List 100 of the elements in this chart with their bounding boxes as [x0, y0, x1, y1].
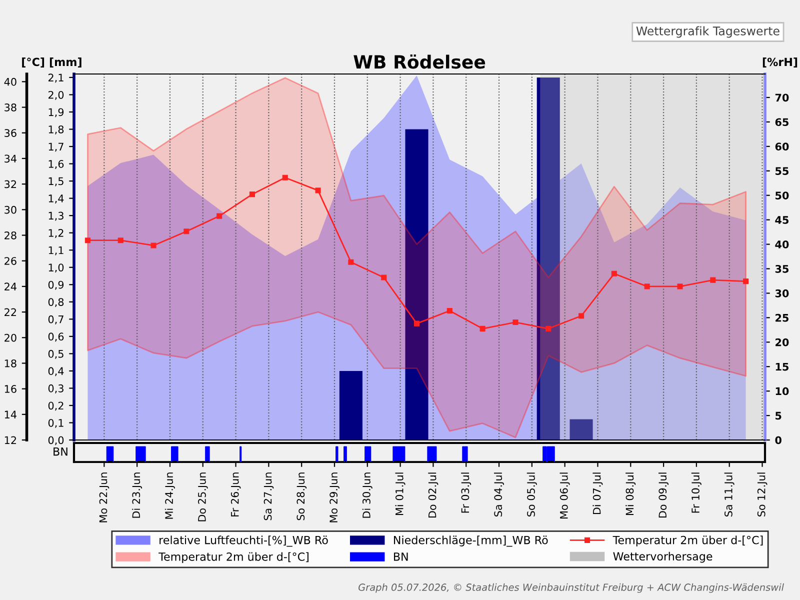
y2-tick-label: 0,8 [48, 298, 64, 308]
y2-tick-label: 1,8 [48, 125, 64, 134]
y3-tick-label: 45 [775, 216, 788, 224]
y2-tick-label: 2,1 [48, 74, 64, 83]
x-tick-label: Do 09.Jul [658, 472, 669, 518]
point [348, 259, 354, 265]
legend-label: relative Luftfeuchti-[%]_WB Rö [160, 536, 328, 547]
y3-tick-label: 60 [775, 142, 789, 151]
x-tick-label: Fr 10.Jul [691, 472, 702, 513]
y2-tick-label: 0,6 [48, 332, 64, 342]
y-tick-label: 16 [4, 385, 16, 393]
x-tick-label: Do 25.Jun [198, 472, 208, 522]
point [480, 326, 486, 332]
y2-tick-label: 1,6 [48, 160, 64, 169]
y3-tick-label: 40 [775, 240, 789, 248]
y2-tick-label: 0,7 [48, 315, 64, 324]
y-tick-label: 12 [4, 436, 16, 444]
y2-tick-label: 1,5 [48, 177, 64, 186]
y-axis-title: [°C] [22, 58, 44, 68]
y2-tick-label: 2,0 [48, 90, 64, 100]
y3-axis-title: [%rH] [762, 58, 798, 68]
y3-tick-label: 15 [776, 362, 788, 371]
y2-tick-label: 0,3 [48, 384, 64, 394]
y-tick-label: 14 [4, 410, 16, 418]
x-tick-label: Di 30.Jun [362, 472, 372, 518]
y2-tick-label: 0,4 [48, 367, 64, 376]
x-tick-label: Mo 22.Jun [99, 472, 110, 522]
x-tick-label: So 12.Jul [757, 472, 768, 516]
x-tick-label: Mo 06.Jul [560, 472, 570, 519]
point [446, 308, 452, 314]
y2-tick-label: 0,1 [48, 418, 64, 428]
x-tick-label: So 28.Jun [296, 472, 307, 520]
y2-tick-label: 0,5 [48, 350, 64, 359]
y-tick-label: 26 [4, 257, 16, 265]
y3-tick-label: 65 [775, 118, 788, 126]
x-tick-label: Mo 29.Jun [330, 472, 340, 522]
chart-subtitle: Wettergrafik Tageswerte [636, 26, 780, 38]
x-tick-label: Sa 11.Jul [724, 472, 734, 516]
x-tick-label: Fr 26.Jun [230, 472, 241, 516]
y3-tick-label: 55 [776, 167, 788, 175]
y2-tick-label: 0,9 [48, 280, 64, 290]
x-tick-label: Di 07.Jul [592, 472, 603, 514]
point [414, 320, 420, 326]
y3-tick-label: 0 [775, 436, 782, 444]
y-tick-label: 38 [4, 104, 16, 112]
y3-tick-label: 20 [776, 338, 789, 346]
point [249, 192, 256, 198]
point [84, 238, 90, 244]
legend-label: BN [394, 552, 408, 561]
y-tick-label: 20 [4, 334, 16, 342]
point [578, 313, 584, 319]
y-tick-label: 40 [4, 78, 16, 86]
y2-tick-label: 1,7 [48, 142, 64, 152]
bar [339, 370, 362, 440]
y2-tick-label: 1,9 [48, 108, 64, 118]
y3-tick-label: 5 [776, 412, 782, 420]
x-tick-label: Sa 04.Jul [494, 472, 504, 516]
y-axis-title: BN [54, 447, 68, 456]
point [677, 284, 683, 290]
y2-tick-label: 1,3 [48, 212, 64, 221]
point [118, 238, 124, 244]
chart-title: WB Rödelsee [354, 54, 486, 69]
x-tick-label: Mi 24.Jun [164, 472, 175, 519]
x-tick-label: Fr 03.Jul [461, 472, 472, 513]
y-tick-label: 34 [4, 154, 16, 163]
point [611, 270, 617, 276]
y2-axis-title: [mm] [50, 58, 82, 68]
bar [570, 419, 593, 440]
x-tick-label: Mi 08.Jul [626, 472, 636, 516]
point [184, 228, 190, 234]
x-tick-label: So 05.Jul [526, 472, 537, 516]
point [546, 326, 552, 332]
y2-tick-label: 1,0 [48, 264, 64, 273]
legend-label: Temperatur 2m über d-[°C] [612, 536, 763, 546]
point [381, 274, 387, 280]
text: Temperatur 2m über d-[°C] [158, 552, 308, 563]
y-tick-label: 36 [4, 129, 16, 137]
y2-tick-label: 1,1 [48, 246, 64, 256]
point [644, 284, 650, 290]
x-tick-label: Do 02.Jul [428, 472, 438, 518]
bar [536, 77, 560, 440]
point [743, 278, 749, 284]
y3-tick-label: 30 [775, 289, 789, 298]
x-tick-label: Mi 01.Jul [395, 472, 406, 516]
x-tick-label: Di 23.Jun [132, 472, 142, 518]
legend-label: Niederschläge-[mm]_WB Rö [394, 536, 548, 547]
y-tick-label: 32 [4, 180, 16, 188]
y3-tick-label: 10 [776, 387, 789, 396]
bar [405, 129, 428, 440]
point [282, 174, 288, 180]
y3-tick-label: 50 [776, 192, 789, 200]
y2-tick-label: 0,0 [48, 436, 64, 446]
y3-tick-label: 70 [775, 94, 789, 102]
y-tick-label: 28 [4, 231, 16, 240]
point [315, 188, 321, 194]
point [512, 319, 518, 326]
y-tick-label: 30 [4, 206, 16, 214]
legend-label: Wettervorhersage [613, 552, 712, 563]
point [710, 277, 716, 283]
y-tick-label: 18 [4, 359, 16, 368]
